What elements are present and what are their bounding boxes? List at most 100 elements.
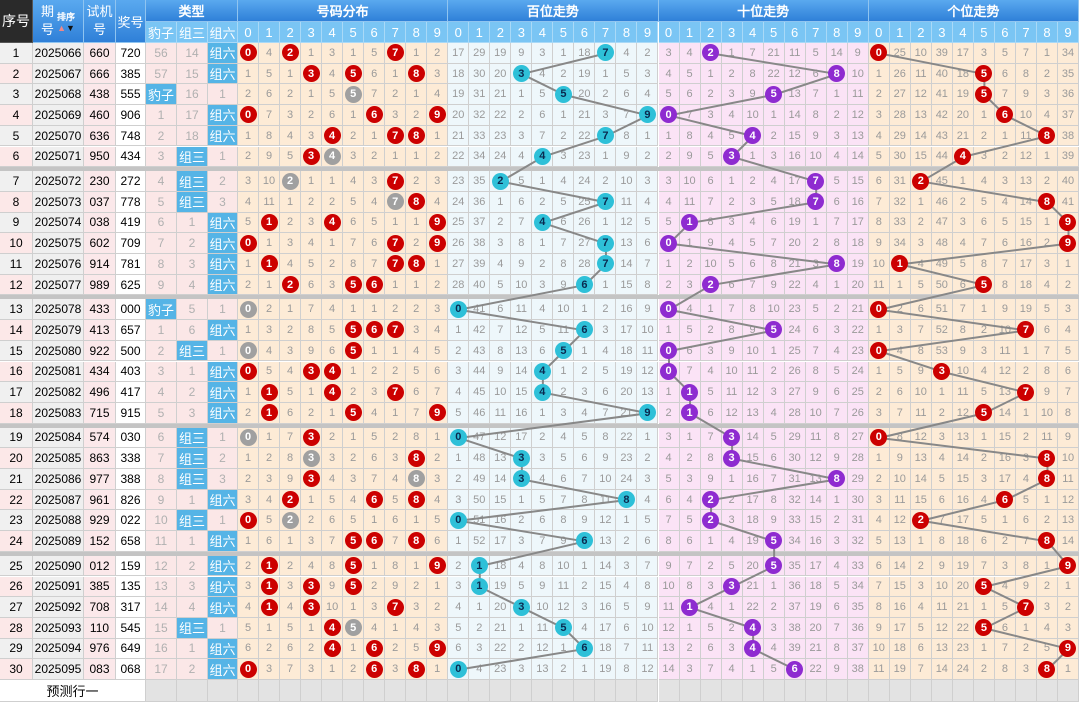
- predict-cell[interactable]: [994, 680, 1016, 702]
- predict-cell[interactable]: [742, 680, 764, 702]
- predict-cell[interactable]: [616, 680, 638, 702]
- predict-cell[interactable]: [595, 680, 617, 702]
- predict-row-label[interactable]: 预测行一: [0, 680, 146, 702]
- miss-count: 12: [889, 510, 911, 532]
- hit-ball-cell: 4: [322, 638, 344, 660]
- predict-cell[interactable]: [238, 680, 260, 702]
- hit-ball-cell: 3: [721, 576, 743, 598]
- number-ball: 6: [786, 660, 804, 678]
- miss-count: 5: [490, 274, 512, 296]
- miss-count: 4: [259, 43, 281, 64]
- number-ball: 6: [365, 491, 383, 509]
- predict-cell[interactable]: [679, 680, 701, 702]
- predict-cell[interactable]: [208, 680, 238, 702]
- predict-cell[interactable]: [1036, 680, 1058, 702]
- miss-count: 9: [511, 254, 533, 275]
- miss-count: 2: [238, 84, 260, 106]
- predict-cell[interactable]: [784, 680, 806, 702]
- type-miss-count: 17: [146, 659, 177, 680]
- number-ball: 0: [870, 300, 888, 318]
- predict-cell[interactable]: [553, 680, 575, 702]
- miss-count: 5: [868, 146, 890, 168]
- miss-count: 3: [301, 659, 323, 680]
- row-prize-number: 030: [116, 427, 146, 449]
- miss-count: 2: [343, 382, 365, 403]
- predict-cell[interactable]: [448, 680, 470, 702]
- predict-cell[interactable]: [322, 680, 344, 702]
- predict-cell[interactable]: [490, 680, 512, 702]
- miss-count: 1: [721, 469, 743, 490]
- row-prize-number: 068: [116, 659, 146, 680]
- hit-ball-cell: 4: [322, 361, 344, 383]
- miss-count: 1: [343, 43, 365, 64]
- miss-count: 1: [280, 531, 302, 552]
- type-miss-count: 12: [146, 555, 177, 577]
- number-ball: 1: [681, 213, 699, 231]
- miss-count: 1: [301, 43, 323, 64]
- predict-cell[interactable]: [805, 680, 827, 702]
- predict-cell[interactable]: [700, 680, 722, 702]
- predict-cell[interactable]: [532, 680, 554, 702]
- row-prize-number: 658: [116, 531, 146, 552]
- sort-arrows-icon[interactable]: ▲▼: [57, 22, 75, 33]
- predict-cell[interactable]: [146, 680, 177, 702]
- number-ball: 0: [660, 234, 677, 252]
- predict-cell[interactable]: [952, 680, 974, 702]
- predict-cell[interactable]: [637, 680, 659, 702]
- hit-ball-cell: 5: [343, 576, 365, 598]
- row-issue: 2025090: [33, 555, 84, 577]
- miss-count: 4: [427, 489, 449, 511]
- predict-cell[interactable]: [364, 680, 386, 702]
- predict-cell[interactable]: [658, 680, 680, 702]
- predict-cell[interactable]: [511, 680, 533, 702]
- miss-count: 4: [406, 617, 428, 639]
- type-hit-badge: 组三: [177, 448, 208, 469]
- miss-count: 14: [994, 402, 1016, 424]
- type-miss-count: 8: [146, 469, 177, 490]
- predict-cell[interactable]: [343, 680, 365, 702]
- miss-count: 6: [868, 555, 890, 577]
- predict-cell[interactable]: [868, 680, 890, 702]
- predict-cell[interactable]: [889, 680, 911, 702]
- predict-cell[interactable]: [280, 680, 302, 702]
- miss-count: 19: [742, 531, 764, 552]
- miss-count: 2: [574, 361, 596, 383]
- predict-cell[interactable]: [910, 680, 932, 702]
- predict-cell[interactable]: [1057, 680, 1079, 702]
- miss-count: 11: [637, 340, 659, 362]
- predict-cell[interactable]: [301, 680, 323, 702]
- miss-count: 33: [889, 212, 911, 234]
- number-ball: 4: [323, 147, 341, 165]
- row-seq: 5: [0, 125, 33, 147]
- predict-cell[interactable]: [574, 680, 596, 702]
- predict-cell[interactable]: [826, 680, 848, 702]
- miss-count: 13: [784, 84, 806, 106]
- number-ball: 5: [554, 342, 572, 360]
- predict-cell[interactable]: [259, 680, 281, 702]
- miss-count: 2: [259, 638, 281, 660]
- predict-cell[interactable]: [427, 680, 449, 702]
- row-test-number: 976: [84, 638, 116, 660]
- number-ball: 6: [575, 321, 593, 339]
- predict-cell[interactable]: [469, 680, 491, 702]
- predict-cell[interactable]: [847, 680, 869, 702]
- header-issue[interactable]: 期 号 排序 ▲▼: [33, 0, 84, 43]
- header-issue-label-top: 期: [40, 4, 54, 19]
- miss-count: 18: [952, 63, 974, 85]
- hit-ball-cell: 2: [910, 510, 932, 532]
- miss-count: 3: [448, 489, 470, 511]
- type-miss-count: 8: [146, 254, 177, 275]
- predict-cell[interactable]: [973, 680, 995, 702]
- predict-cell[interactable]: [721, 680, 743, 702]
- row-seq: 6: [0, 146, 33, 168]
- miss-count: 32: [889, 191, 911, 213]
- predict-cell[interactable]: [406, 680, 428, 702]
- miss-count: 5: [448, 617, 470, 639]
- hit-ball-cell: 8: [406, 63, 428, 85]
- predict-cell[interactable]: [385, 680, 407, 702]
- predict-cell[interactable]: [763, 680, 785, 702]
- sort-label[interactable]: 排序: [57, 11, 76, 22]
- predict-cell[interactable]: [177, 680, 208, 702]
- predict-cell[interactable]: [931, 680, 953, 702]
- predict-cell[interactable]: [1015, 680, 1037, 702]
